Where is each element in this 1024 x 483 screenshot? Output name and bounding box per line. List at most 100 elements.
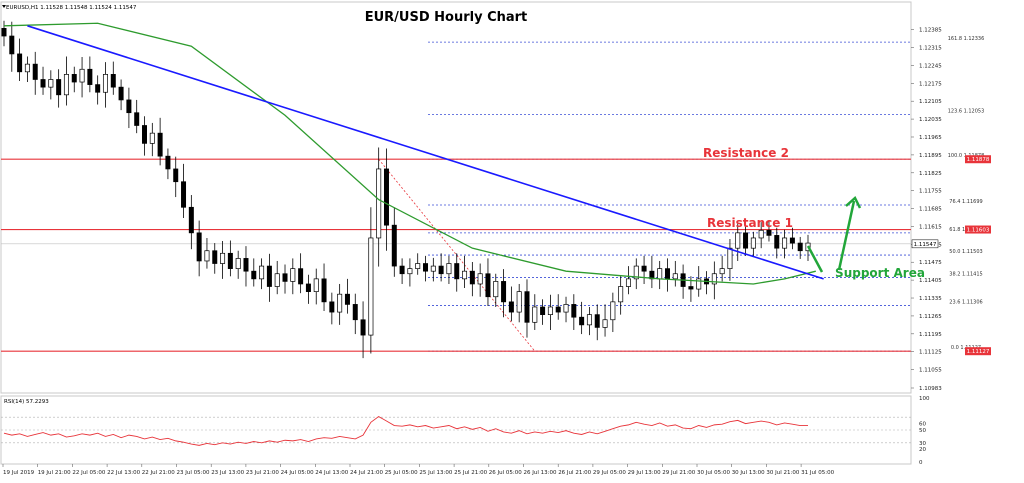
candle [454, 253, 460, 292]
price-tick-label: 1.12035 [919, 117, 942, 123]
candle [204, 237, 210, 269]
candle [251, 258, 257, 287]
candle [126, 87, 132, 129]
candle [48, 70, 54, 100]
candle [579, 301, 585, 335]
candle [165, 148, 171, 180]
price-tick-label: 1.12105 [919, 99, 942, 105]
candle [743, 220, 749, 256]
time-tick-label: 23 Jul 13:00 [211, 470, 244, 476]
candle [485, 258, 491, 306]
price-tick-label: 1.11685 [919, 207, 942, 213]
candle [24, 56, 30, 83]
candle [711, 261, 717, 300]
price-tag: 1.11878 [965, 155, 991, 164]
price-tick-label: 1.11125 [919, 350, 942, 356]
support-area-label: Support Area [835, 266, 925, 280]
candle [789, 227, 795, 250]
candle [555, 294, 561, 320]
candle [766, 220, 772, 242]
candle [32, 51, 38, 95]
candle [719, 255, 725, 282]
candle [360, 301, 366, 359]
candlesticks [1, 20, 811, 359]
chart-title: EUR/USD Hourly Chart [365, 10, 528, 25]
rsi-title: RSI(14) 57.2293 [4, 399, 49, 405]
price-tick-label: 1.12175 [919, 81, 942, 87]
candle [235, 250, 241, 279]
time-tick-label: 23 Jul 21:00 [246, 470, 279, 476]
candle [95, 75, 101, 105]
candle [672, 260, 678, 287]
candle [337, 283, 343, 325]
fib-level-label: 76.4 1.11699 [949, 199, 982, 205]
candle [274, 260, 280, 295]
candle [423, 255, 429, 282]
fib-level-label: 123.6 1.12053 [948, 108, 985, 114]
candle [298, 253, 304, 294]
candle [571, 294, 577, 330]
time-axis: 19 Jul 2019 19 Jul 21:00 22 Jul 05:00 22 Ju… [2, 464, 835, 476]
candle [750, 231, 756, 257]
candle [399, 258, 405, 284]
price-tag: 1.11127 [965, 347, 991, 356]
candle [63, 56, 69, 106]
fib-level-label: 161.8 1.12336 [948, 36, 985, 42]
symbol-info: EURUSD,H1 1.11528 1.11548 1.11524 1.1154… [6, 5, 137, 11]
candle [508, 286, 514, 322]
price-tick-label: 1.11265 [919, 314, 942, 320]
bearish-trendline [27, 25, 824, 280]
candle [243, 246, 249, 287]
candle [446, 255, 452, 284]
price-tick-label: 1.11475 [919, 260, 942, 266]
price-tick-label: 1.12245 [919, 63, 942, 69]
candle [56, 69, 62, 108]
price-tick-label: 1.11965 [919, 135, 942, 141]
time-tick-label: 22 Jul 21:00 [142, 470, 175, 476]
candle [618, 276, 624, 315]
candle [282, 264, 288, 294]
fib-retracement-diagonal [378, 158, 536, 352]
candle [469, 261, 475, 297]
rsi-tick-label: 50 [919, 428, 926, 434]
trendline [27, 25, 824, 280]
candle [641, 255, 647, 284]
time-tick-label: 30 Jul 21:00 [766, 470, 799, 476]
candle [149, 122, 155, 157]
candle [173, 156, 179, 198]
candle [727, 238, 733, 281]
candle [758, 222, 764, 249]
candle [602, 304, 608, 337]
time-tick-label: 29 Jul 13:00 [628, 470, 661, 476]
price-tick-label: 1.11195 [919, 332, 942, 338]
candle [735, 222, 741, 261]
rsi-tick-label: 0 [919, 460, 923, 466]
candle [212, 243, 218, 274]
fib-level-label: 23.6 1.11306 [949, 299, 982, 305]
candle [782, 229, 788, 259]
time-tick-label: 19 Jul 21:00 [38, 470, 71, 476]
fib-diagonal [378, 158, 536, 352]
candle [220, 241, 226, 279]
candle [547, 294, 553, 330]
candle [9, 21, 15, 72]
price-tick-label: 1.11825 [919, 171, 942, 177]
moving-average-line [3, 22, 816, 285]
svg-text:1.11878: 1.11878 [967, 157, 990, 163]
time-tick-label: 22 Jul 13:00 [107, 470, 140, 476]
svg-text:1.11603: 1.11603 [967, 228, 990, 234]
time-tick-label: 29 Jul 21:00 [662, 470, 695, 476]
chart-menu-icon [2, 5, 6, 8]
candle [586, 306, 592, 336]
candle [266, 253, 272, 302]
price-tick-label: 1.11755 [919, 189, 942, 195]
candle [344, 278, 350, 314]
svg-text:1.11547: 1.11547 [914, 242, 937, 248]
candle [134, 99, 140, 134]
price-panel [0, 1, 912, 394]
down-arrow-icon [806, 245, 824, 273]
candle [391, 207, 397, 277]
time-tick-label: 24 Jul 21:00 [350, 470, 383, 476]
rsi-tick-label: 20 [919, 447, 926, 453]
price-tick-label: 1.11335 [919, 296, 942, 302]
